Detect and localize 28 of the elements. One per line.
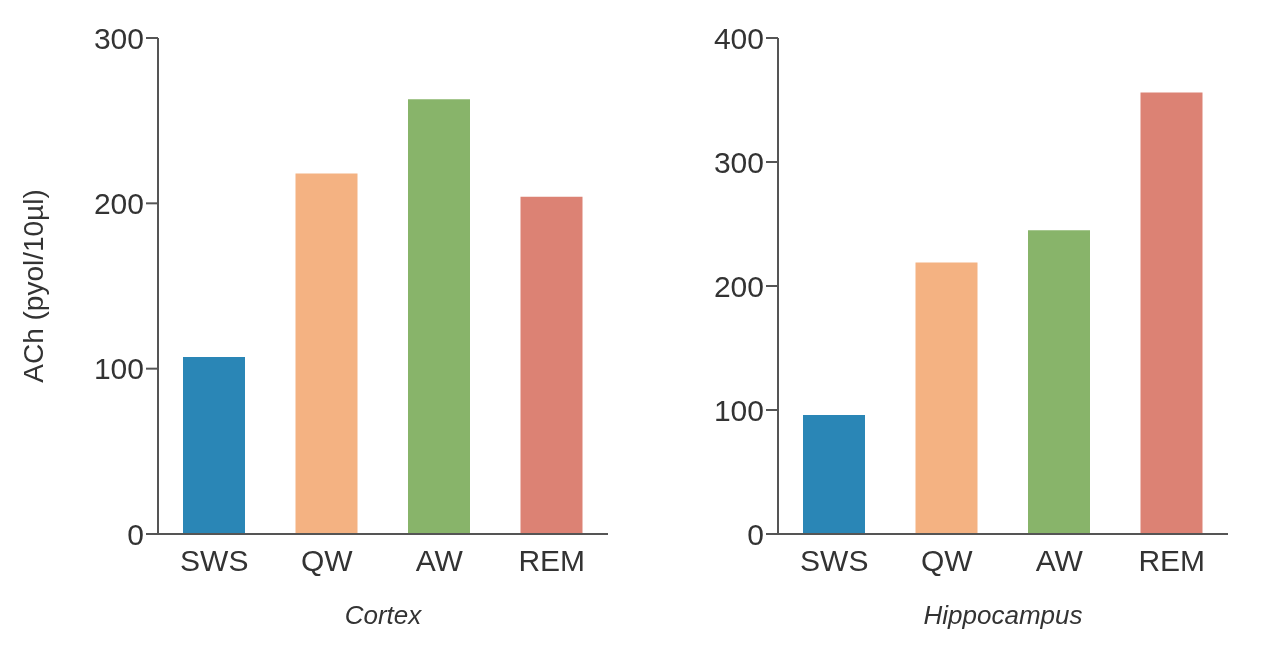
bar: [183, 357, 245, 534]
y-tick-label: 100: [93, 352, 144, 386]
y-tick-label: 0: [127, 517, 144, 551]
y-tick-label: 100: [713, 393, 764, 427]
y-axis-title: ACh (pyol/10µl): [17, 189, 49, 383]
bar: [1140, 92, 1203, 534]
bar: [1028, 230, 1090, 534]
y-tick-label: 200: [713, 269, 764, 303]
y-tick-label: 300: [713, 145, 764, 179]
x-axis-title: Cortex: [344, 600, 423, 630]
bar: [803, 414, 865, 534]
x-axis-title: Hippocampus: [923, 600, 1083, 630]
x-tick-label: AW: [415, 544, 464, 578]
y-tick-label: 300: [93, 21, 144, 55]
bar: [520, 196, 583, 534]
y-tick-label: 0: [747, 517, 764, 551]
x-tick-label: QW: [300, 544, 354, 578]
x-tick-label: SWS: [180, 544, 249, 578]
bar: [408, 99, 470, 534]
x-tick-label: QW: [920, 544, 974, 578]
x-tick-label: REM: [518, 544, 586, 578]
y-tick-label: 200: [93, 186, 144, 220]
x-tick-label: SWS: [800, 544, 869, 578]
bar: [915, 262, 978, 534]
x-tick-label: AW: [1035, 544, 1084, 578]
x-tick-label: REM: [1138, 544, 1206, 578]
bar: [295, 173, 358, 534]
y-tick-label: 400: [713, 21, 764, 55]
